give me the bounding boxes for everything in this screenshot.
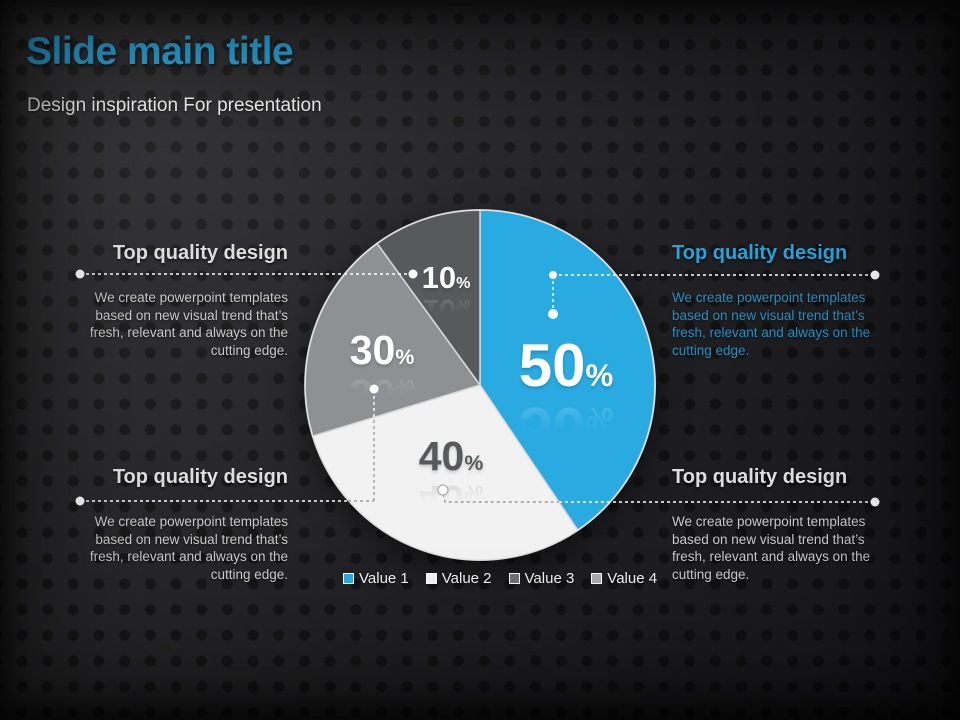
pie-label-50-reflection: 50% <box>518 395 614 462</box>
pie-label-10-text: 10% <box>421 260 471 295</box>
slide-subtitle: Design inspiration For presentation <box>27 95 322 116</box>
legend-item-value2: Value 2 <box>425 570 492 587</box>
pie-label-10-reflection: 10% <box>421 293 471 328</box>
callout-bottom-right-title: Top quality design <box>672 466 848 488</box>
legend-label-value1: Value 1 <box>359 570 409 587</box>
pie-label-30-reflection: 30% <box>349 371 415 417</box>
pie-label-50-text: 50% <box>518 332 614 399</box>
callout-bottom-left: Top quality design We create powerpoint … <box>72 466 288 583</box>
callout-top-left-body: We create powerpoint templates based on … <box>89 290 288 358</box>
callout-top-right-title: Top quality design <box>672 242 848 264</box>
pie-label-40-reflection: 40% <box>418 477 484 523</box>
pie-label-40: 40% 40% <box>418 433 484 524</box>
pie-slice-value4 <box>376 209 481 386</box>
callout-bottom-right-body: We create powerpoint templates based on … <box>672 514 871 582</box>
legend-label-value2: Value 2 <box>441 570 492 587</box>
legend-label-value4: Value 4 <box>607 570 658 587</box>
pie-label-40-text: 40% <box>418 433 484 479</box>
pie-label-30: 30% 30% <box>349 327 415 418</box>
legend-swatch-value2 <box>425 573 437 584</box>
chart-legend: Value 1 Value 2 Value 3 Value 4 <box>343 570 657 587</box>
callout-top-right: Top quality design We create powerpoint … <box>672 242 880 359</box>
pie-outer-rim <box>304 209 656 561</box>
legend-swatch-value1 <box>343 573 354 584</box>
callout-top-right-body: We create powerpoint templates based on … <box>672 290 871 358</box>
callout-bottom-left-body: We create powerpoint templates based on … <box>89 514 288 582</box>
legend-swatch-value4 <box>591 573 603 584</box>
pie-label-30-text: 30% <box>349 327 415 373</box>
pie-label-50: 50% 50% <box>518 332 614 463</box>
callout-bottom-right: Top quality design We create powerpoint … <box>672 466 880 583</box>
callout-top-left: Top quality design We create powerpoint … <box>72 242 288 359</box>
legend-item-value3: Value 3 <box>508 570 575 587</box>
legend-label-value3: Value 3 <box>524 570 575 587</box>
legend-item-value1: Value 1 <box>343 570 409 587</box>
legend-item-value4: Value 4 <box>591 570 657 587</box>
callout-top-left-title: Top quality design <box>112 242 288 264</box>
pie-label-10: 10% 10% <box>421 260 471 328</box>
legend-swatch-value3 <box>508 573 520 584</box>
slide-title: Slide main title <box>26 30 294 73</box>
callout-bottom-left-title: Top quality design <box>112 466 288 488</box>
